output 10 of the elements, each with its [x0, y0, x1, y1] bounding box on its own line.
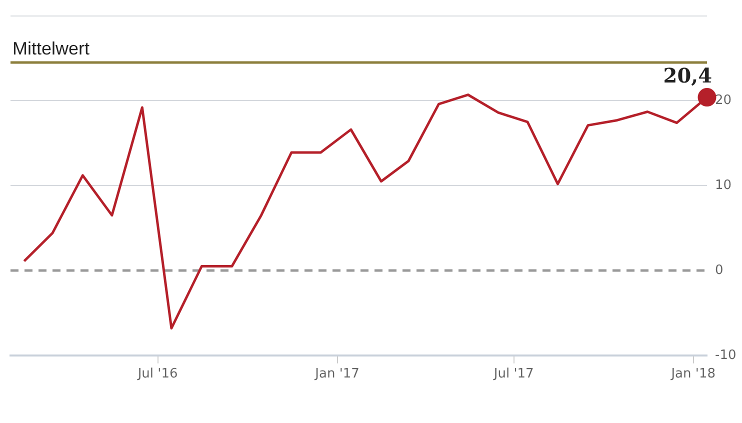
- y-tick-label: 0: [715, 262, 724, 278]
- x-tick-label: Jan '17: [314, 366, 360, 382]
- data-label: 20,4: [663, 64, 712, 88]
- ref-line-label: Mittelwert: [12, 38, 90, 58]
- y-tick-label: 10: [715, 178, 732, 193]
- y-tick-label: -10: [715, 348, 736, 363]
- y-tick-label: 20: [715, 93, 732, 108]
- x-tick-label: Jul '16: [136, 366, 178, 382]
- x-tick-label: Jan '18: [670, 366, 716, 382]
- x-tick-label: Jul '17: [492, 366, 534, 382]
